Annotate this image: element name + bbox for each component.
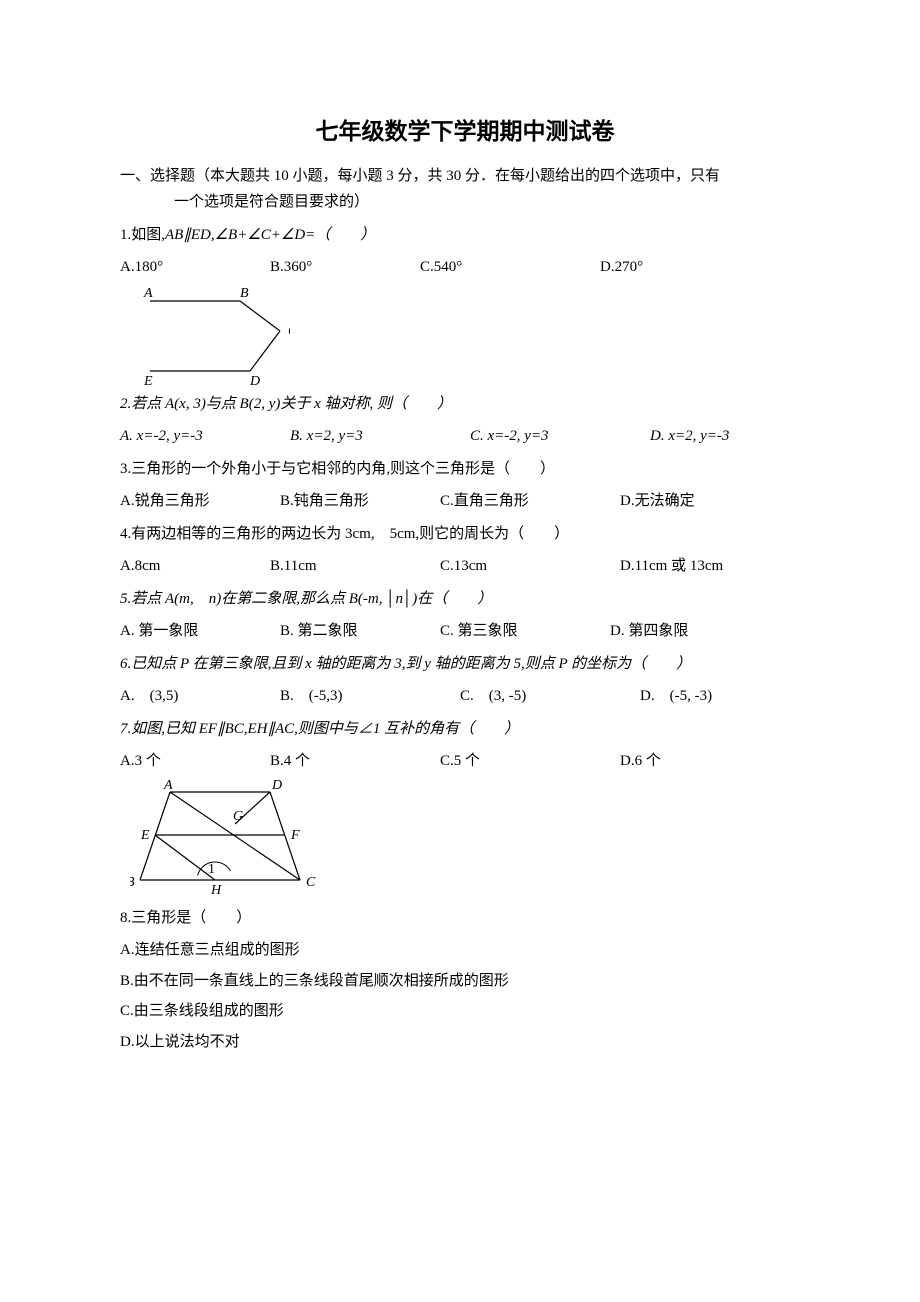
q7-options: A.3 个 B.4 个 C.5 个 D.6 个 — [120, 747, 810, 776]
svg-text:E: E — [140, 828, 150, 843]
q7-opt-c: C.5 个 — [440, 747, 620, 776]
q5-opt-c: C. 第三象限 — [440, 617, 610, 646]
q1-options: A.180° B.360° C.540° D.270° — [120, 253, 810, 282]
q3-opt-b: B.钝角三角形 — [280, 487, 440, 516]
q4-opt-b: B.11cm — [270, 552, 440, 581]
q7-opt-d: D.6 个 — [620, 747, 740, 776]
svg-text:D: D — [271, 780, 282, 793]
q2-stem: 2.若点 A(x, 3)与点 B(2, y)关于 x 轴对称, 则（ ） — [120, 390, 810, 419]
q2-opt-b: B. x=2, y=3 — [290, 422, 470, 451]
q3-options: A.锐角三角形 B.钝角三角形 C.直角三角形 D.无法确定 — [120, 487, 810, 516]
q8-stem: 8.三角形是（ ） — [120, 904, 810, 933]
q6-stem: 6.已知点 P 在第三象限,且到 x 轴的距离为 3,到 y 轴的距离为 5,则… — [120, 650, 810, 679]
q2-opt-c: C. x=-2, y=3 — [470, 422, 650, 451]
svg-text:E: E — [143, 374, 153, 386]
q5-options: A. 第一象限 B. 第二象限 C. 第三象限 D. 第四象限 — [120, 617, 810, 646]
q5-opt-d: D. 第四象限 — [610, 617, 750, 646]
q4-stem: 4.有两边相等的三角形的两边长为 3cm, 5cm,则它的周长为（ ） — [120, 520, 810, 549]
q3-stem: 3.三角形的一个外角小于与它相邻的内角,则这个三角形是（ ） — [120, 455, 810, 484]
q7-figure: 1 A D E F G B C H — [130, 780, 320, 900]
q4-opt-d: D.11cm 或 13cm — [620, 552, 770, 581]
svg-text:H: H — [210, 883, 222, 898]
q2-opt-d: D. x=2, y=-3 — [650, 422, 790, 451]
svg-text:C: C — [288, 324, 290, 339]
q3-opt-d: D.无法确定 — [620, 487, 760, 516]
q6-options: A. (3,5) B. (-5,3) C. (3, -5) D. (-5, -3… — [120, 682, 810, 711]
q5-opt-b: B. 第二象限 — [280, 617, 440, 646]
q6-opt-d: D. (-5, -3) — [640, 682, 780, 711]
svg-text:1: 1 — [208, 862, 215, 877]
svg-text:A: A — [143, 286, 153, 301]
q1-figure: A B C D E — [130, 286, 290, 386]
q5-stem-text: 5.若点 A(m, n)在第二象限,那么点 B(-m, │n│)在（ ） — [120, 591, 492, 607]
q5-opt-a: A. 第一象限 — [120, 617, 280, 646]
q8-opt-a: A.连结任意三点组成的图形 — [120, 936, 810, 965]
q1-stem-mid: AB∥ED, — [165, 227, 215, 243]
svg-text:F: F — [290, 828, 300, 843]
page-title: 七年级数学下学期期中测试卷 — [120, 110, 810, 154]
q4-opt-a: A.8cm — [120, 552, 270, 581]
q1-stem-post: ∠B+∠C+∠D=（ ） — [215, 227, 376, 243]
svg-text:G: G — [233, 809, 243, 824]
q6-opt-c: C. (3, -5) — [460, 682, 640, 711]
q1-stem: 1.如图,AB∥ED,∠B+∠C+∠D=（ ） — [120, 221, 810, 250]
q6-opt-a: A. (3,5) — [120, 682, 280, 711]
q2-opt-a: A. x=-2, y=-3 — [120, 422, 290, 451]
q7-opt-b: B.4 个 — [270, 747, 440, 776]
section1-header-line2: 一个选项是符合题目要求的） — [120, 188, 810, 217]
q7-stem: 7.如图,已知 EF∥BC,EH∥AC,则图中与∠1 互补的角有（ ） — [120, 715, 810, 744]
q2-options: A. x=-2, y=-3 B. x=2, y=3 C. x=-2, y=3 D… — [120, 422, 810, 451]
q3-opt-c: C.直角三角形 — [440, 487, 620, 516]
q8-opt-b: B.由不在同一条直线上的三条线段首尾顺次相接所成的图形 — [120, 967, 810, 996]
svg-text:C: C — [306, 875, 316, 890]
q8-options: A.连结任意三点组成的图形 B.由不在同一条直线上的三条线段首尾顺次相接所成的图… — [120, 936, 810, 1056]
q5-stem: 5.若点 A(m, n)在第二象限,那么点 B(-m, │n│)在（ ） — [120, 585, 810, 614]
q8-opt-d: D.以上说法均不对 — [120, 1028, 810, 1057]
q7-opt-a: A.3 个 — [120, 747, 270, 776]
svg-text:A: A — [163, 780, 173, 793]
q1-opt-b: B.360° — [270, 253, 420, 282]
q1-opt-a: A.180° — [120, 253, 270, 282]
q4-opt-c: C.13cm — [440, 552, 620, 581]
svg-text:D: D — [249, 374, 260, 386]
q1-stem-pre: 1.如图, — [120, 227, 165, 243]
q3-opt-a: A.锐角三角形 — [120, 487, 280, 516]
svg-text:B: B — [130, 875, 135, 890]
q4-options: A.8cm B.11cm C.13cm D.11cm 或 13cm — [120, 552, 810, 581]
q6-opt-b: B. (-5,3) — [280, 682, 460, 711]
q1-opt-d: D.270° — [600, 253, 720, 282]
section1-header-line1: 一、选择题（本大题共 10 小题，每小题 3 分，共 30 分．在每小题给出的四… — [120, 162, 810, 191]
svg-text:B: B — [240, 286, 249, 301]
q1-opt-c: C.540° — [420, 253, 600, 282]
q8-opt-c: C.由三条线段组成的图形 — [120, 997, 810, 1026]
